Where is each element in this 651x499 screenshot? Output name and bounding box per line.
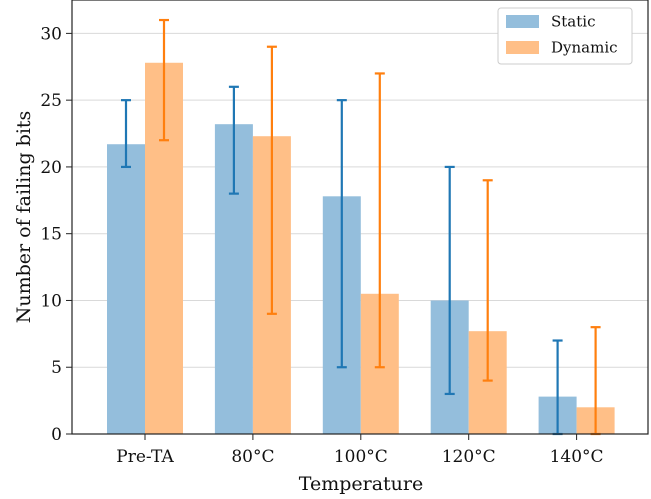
error-bar-dynamic (266, 45, 277, 315)
y-tick-label: 10 (40, 291, 62, 311)
legend-label-static: Static (551, 13, 595, 31)
error-bar-static (228, 85, 239, 195)
legend-swatch-static (506, 15, 539, 28)
x-axis-label: Temperature (299, 473, 423, 495)
legend-label-dynamic: Dynamic (551, 39, 618, 57)
bars (107, 62, 615, 435)
axes (66, 0, 649, 440)
y-axis-label: Number of failing bits (13, 111, 35, 324)
error-bar-static (121, 99, 131, 169)
x-tick-label: 140°C (550, 447, 604, 467)
legend-swatch-dynamic (506, 41, 539, 54)
y-tick-label: 0 (51, 425, 62, 445)
y-tick-label: 20 (40, 158, 62, 178)
y-tick-label: 30 (40, 24, 62, 44)
bar-static (107, 144, 145, 434)
error-bar-static (336, 99, 347, 369)
legend: Static Dynamic (497, 7, 633, 65)
error-bars (121, 18, 601, 436)
x-tick-label: 80°C (231, 447, 274, 467)
x-tick-label: 100°C (334, 447, 388, 467)
x-tick-label: Pre-TA (116, 447, 174, 467)
y-tick-label: 25 (40, 91, 62, 111)
error-bar-dynamic (374, 72, 385, 369)
plot-frame (71, 0, 649, 435)
error-bar-dynamic (482, 179, 493, 382)
x-tick-label: 120°C (442, 447, 496, 467)
tick-labels: 0 5 10 15 20 25 30 Pre-TA 80°C 100°C 120°C 140°C (40, 24, 603, 467)
error-bar-static (444, 165, 455, 396)
y-tick-label: 5 (51, 358, 62, 378)
error-bar-dynamic (159, 18, 169, 142)
y-tick-label: 15 (40, 225, 62, 245)
